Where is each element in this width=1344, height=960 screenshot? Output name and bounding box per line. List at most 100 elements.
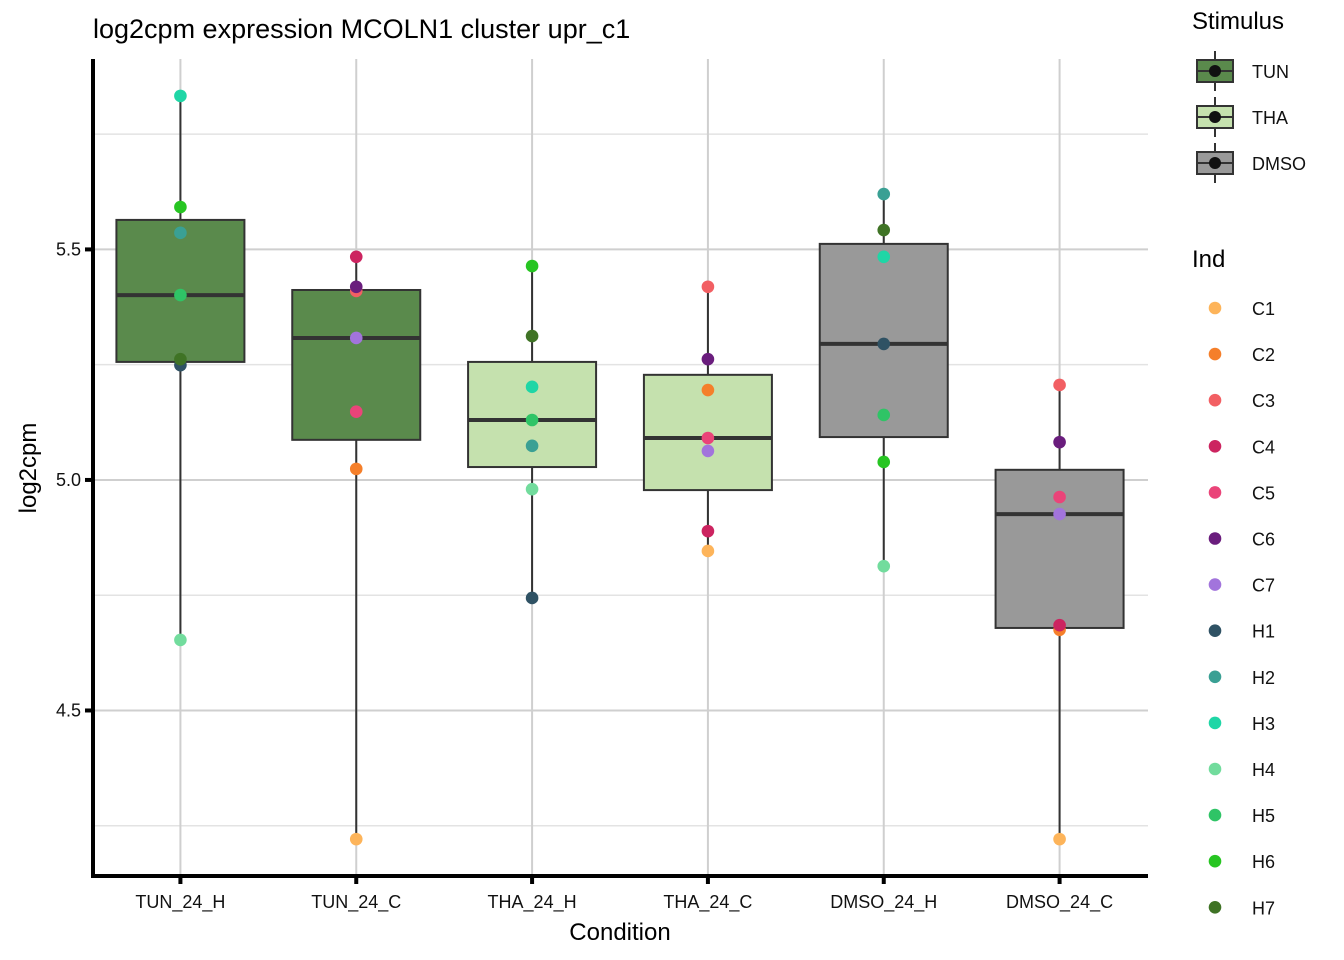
legend-ind-label: H3 xyxy=(1252,714,1275,734)
legend-ind-item: C1 xyxy=(1208,299,1275,319)
x-ticks: TUN_24_H TUN_24_C THA_24_H THA_24_C DMSO_24_… xyxy=(135,876,1113,913)
point-THA_24_C-C5 xyxy=(701,431,715,445)
point-THA_24_C-C6 xyxy=(701,352,715,366)
legend-color-key xyxy=(1208,578,1222,591)
legend-color-key xyxy=(1208,901,1222,914)
legend-ind-item: C6 xyxy=(1208,530,1275,550)
legend-stimulus: Stimulus TUN THA DMSO xyxy=(1192,8,1306,183)
box-DMSO_24_C xyxy=(994,384,1125,840)
box-DMSO_24_H xyxy=(818,194,949,567)
x-tick-label: TUN_24_C xyxy=(311,892,401,913)
legend-color-key xyxy=(1208,762,1222,776)
x-tick-label: TUN_24_H xyxy=(135,892,225,913)
legend-color-key xyxy=(1208,393,1222,407)
box-THA_24_C xyxy=(642,286,773,551)
legend-ind-label: H7 xyxy=(1252,898,1275,918)
legend-stimulus-item: TUN xyxy=(1196,51,1289,91)
y-tick-label: 5.0 xyxy=(56,470,81,490)
legend-stimulus-item: DMSO xyxy=(1196,143,1306,183)
point-DMSO_24_C-C3 xyxy=(1053,378,1066,392)
legend-ind-label: C5 xyxy=(1252,483,1275,503)
x-axis-title: Condition xyxy=(569,919,670,946)
point-THA_24_C-C7 xyxy=(701,444,715,458)
legend-color-key xyxy=(1208,624,1222,637)
legend-color-key xyxy=(1208,532,1222,545)
point-THA_24_C-C1 xyxy=(701,544,715,558)
point-DMSO_24_C-C7 xyxy=(1053,507,1066,521)
legend-stimulus-item: THA xyxy=(1196,97,1288,137)
legend-ind-item: C5 xyxy=(1208,483,1275,503)
point-DMSO_24_H-H1 xyxy=(877,337,891,351)
legend-ind-label: C6 xyxy=(1252,530,1275,550)
legend-stimulus-label: TUN xyxy=(1252,62,1289,82)
legend-point-key xyxy=(1209,65,1221,77)
point-THA_24_H-H6 xyxy=(525,259,539,273)
legend-ind-label: H4 xyxy=(1252,760,1275,780)
point-TUN_24_C-C6 xyxy=(349,280,363,294)
point-THA_24_C-C3 xyxy=(701,280,715,294)
point-TUN_24_C-C1 xyxy=(349,832,363,846)
legend-ind-item: H7 xyxy=(1208,898,1275,918)
legend-stimulus-label: DMSO xyxy=(1252,154,1306,174)
legend-stimulus-label: THA xyxy=(1252,108,1288,128)
point-DMSO_24_H-H3 xyxy=(877,250,891,264)
point-TUN_24_C-C4 xyxy=(349,250,363,264)
legend-ind-item: C7 xyxy=(1208,576,1275,596)
legend-ind-item: C4 xyxy=(1208,437,1275,457)
point-THA_24_C-C4 xyxy=(701,524,715,538)
point-DMSO_24_C-C5 xyxy=(1053,490,1066,504)
y-tick-label: 4.5 xyxy=(56,700,81,720)
point-TUN_24_H-H3 xyxy=(174,89,187,103)
y-ticks: 4.5 5.0 5.5 xyxy=(56,239,93,720)
axes xyxy=(91,59,1148,878)
legend-ind-label: H1 xyxy=(1252,622,1275,642)
x-tick-label: DMSO_24_H xyxy=(830,892,937,913)
legend-ind-item: C3 xyxy=(1208,391,1275,411)
legend-color-key xyxy=(1208,716,1222,730)
box-THA_24_H xyxy=(467,266,598,598)
x-tick-label: THA_24_C xyxy=(663,892,752,913)
point-THA_24_C-C2 xyxy=(701,383,715,397)
point-DMSO_24_H-H2 xyxy=(877,187,891,201)
legend-ind-label: H5 xyxy=(1252,806,1275,826)
legend-ind-label: C4 xyxy=(1252,437,1275,457)
legend-ind-item: H3 xyxy=(1208,714,1275,734)
legend-ind-item: H4 xyxy=(1208,760,1275,780)
point-THA_24_H-H5 xyxy=(525,413,539,427)
legend-ind-label: C3 xyxy=(1252,391,1275,411)
point-TUN_24_H-H5 xyxy=(174,288,187,302)
point-TUN_24_C-C2 xyxy=(349,462,363,476)
legend-ind-item: H6 xyxy=(1208,852,1275,872)
legend-color-key xyxy=(1208,808,1222,822)
legend-color-key xyxy=(1208,440,1222,453)
legend-ind: Ind C1 C2 C3 C4 C5 C6 C7 H1 H2 H3 H4 H5 H6 H7 xyxy=(1192,246,1275,918)
point-THA_24_H-H4 xyxy=(525,482,539,496)
point-THA_24_H-H7 xyxy=(525,329,539,343)
legend-ind-label: C7 xyxy=(1252,576,1275,596)
point-TUN_24_C-C7 xyxy=(349,331,363,345)
x-tick-label: THA_24_H xyxy=(488,892,577,913)
legend-ind-label: C2 xyxy=(1252,345,1275,365)
x-tick-label: DMSO_24_C xyxy=(1006,892,1113,913)
point-TUN_24_H-H4 xyxy=(174,633,187,647)
legend-stimulus-title: Stimulus xyxy=(1192,8,1284,35)
legend-ind-label: C1 xyxy=(1252,299,1275,319)
chart-title: log2cpm expression MCOLN1 cluster upr_c1 xyxy=(93,14,630,44)
point-DMSO_24_C-C1 xyxy=(1053,832,1066,846)
legend-ind-item: H5 xyxy=(1208,806,1275,826)
y-tick-label: 5.5 xyxy=(56,239,81,259)
legend-ind-label: H2 xyxy=(1252,668,1275,688)
point-THA_24_H-H1 xyxy=(525,591,539,605)
grid-lines xyxy=(93,59,1148,876)
point-DMSO_24_C-C6 xyxy=(1053,435,1066,449)
y-axis-title: log2cpm xyxy=(15,423,42,514)
data-points xyxy=(174,89,1066,846)
point-DMSO_24_H-H4 xyxy=(877,559,891,573)
legend-ind-item: H2 xyxy=(1208,668,1275,688)
legend-ind-item: H1 xyxy=(1208,622,1275,642)
legend-point-key xyxy=(1209,157,1221,169)
point-DMSO_24_H-H6 xyxy=(877,455,891,469)
point-TUN_24_H-H6 xyxy=(174,200,187,214)
point-THA_24_H-H2 xyxy=(525,439,539,453)
legend-color-key xyxy=(1208,486,1222,499)
